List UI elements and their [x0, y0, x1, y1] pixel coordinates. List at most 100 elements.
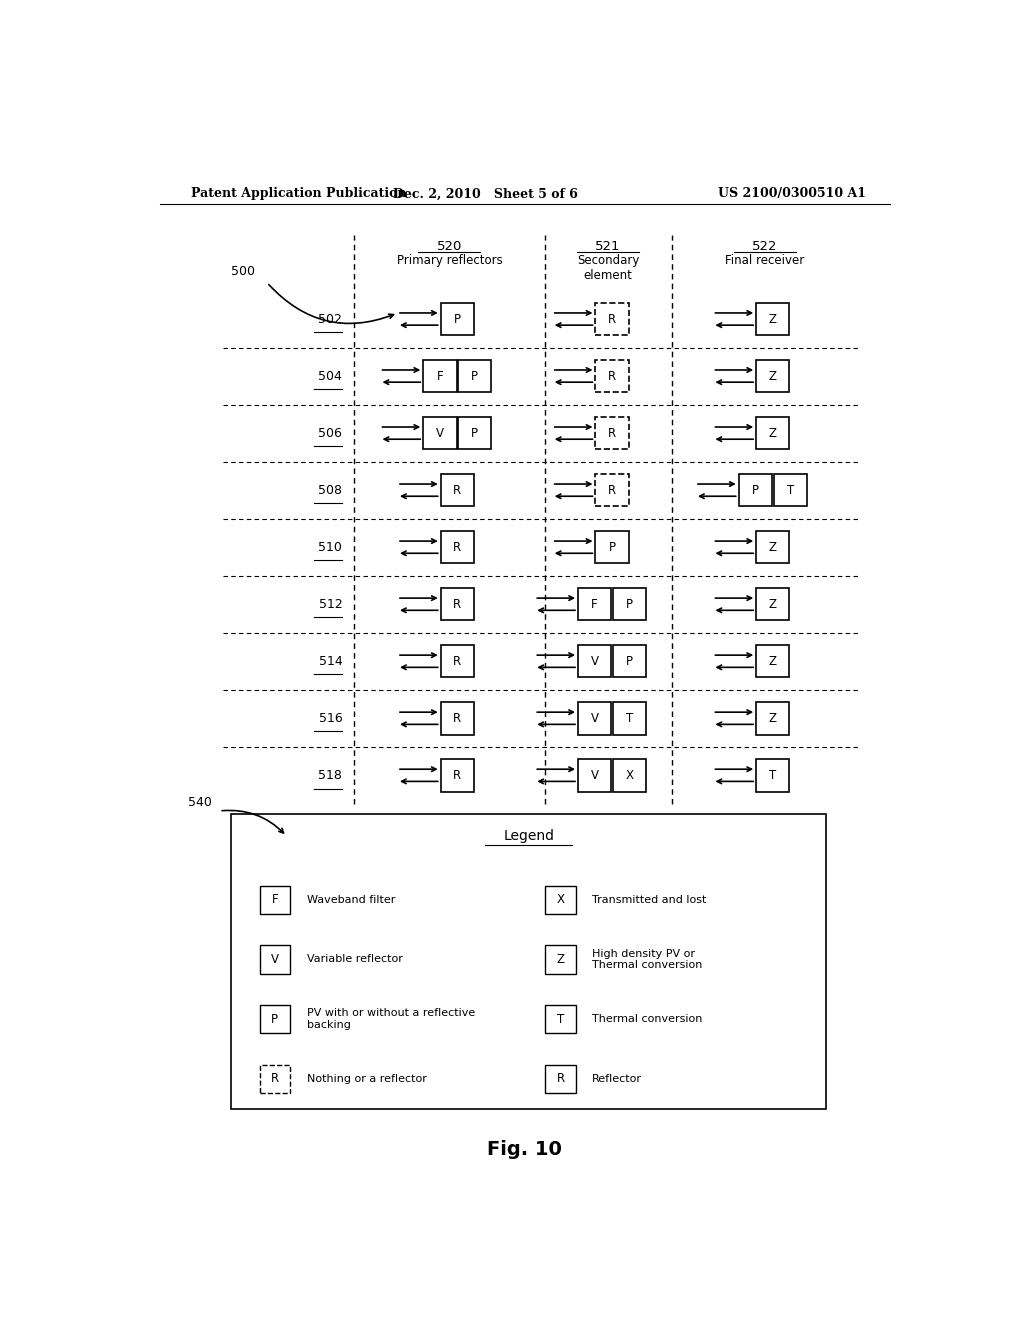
- FancyBboxPatch shape: [260, 886, 290, 913]
- FancyBboxPatch shape: [546, 945, 575, 974]
- Text: P: P: [471, 370, 478, 383]
- Text: R: R: [454, 483, 462, 496]
- Text: High density PV or
Thermal conversion: High density PV or Thermal conversion: [592, 949, 702, 970]
- Text: V: V: [591, 768, 599, 781]
- FancyBboxPatch shape: [546, 1005, 575, 1034]
- Text: Transmitted and lost: Transmitted and lost: [592, 895, 707, 904]
- Text: R: R: [454, 711, 462, 725]
- Text: Secondary
element: Secondary element: [577, 253, 639, 282]
- Text: P: P: [752, 483, 759, 496]
- FancyBboxPatch shape: [546, 886, 575, 913]
- Text: Dec. 2, 2010   Sheet 5 of 6: Dec. 2, 2010 Sheet 5 of 6: [392, 187, 578, 201]
- Text: F: F: [436, 370, 443, 383]
- Text: 522: 522: [752, 240, 777, 252]
- Text: 502: 502: [318, 313, 342, 326]
- Text: Z: Z: [769, 426, 777, 440]
- FancyBboxPatch shape: [440, 531, 474, 564]
- Text: Z: Z: [769, 711, 777, 725]
- FancyBboxPatch shape: [756, 759, 790, 792]
- Text: PV with or without a reflective
backing: PV with or without a reflective backing: [306, 1008, 475, 1030]
- Text: T: T: [769, 768, 776, 781]
- FancyBboxPatch shape: [756, 645, 790, 677]
- Text: Z: Z: [769, 313, 777, 326]
- Text: X: X: [626, 768, 634, 781]
- Text: Nothing or a reflector: Nothing or a reflector: [306, 1074, 426, 1084]
- FancyBboxPatch shape: [756, 302, 790, 335]
- FancyBboxPatch shape: [595, 531, 629, 564]
- FancyBboxPatch shape: [458, 417, 492, 449]
- Text: 518: 518: [318, 768, 342, 781]
- FancyBboxPatch shape: [756, 702, 790, 734]
- Text: Fig. 10: Fig. 10: [487, 1140, 562, 1159]
- FancyBboxPatch shape: [546, 1065, 575, 1093]
- FancyBboxPatch shape: [595, 302, 629, 335]
- FancyBboxPatch shape: [440, 702, 474, 734]
- Text: US 2100/0300510 A1: US 2100/0300510 A1: [718, 187, 866, 201]
- FancyBboxPatch shape: [613, 587, 646, 620]
- Text: Waveband filter: Waveband filter: [306, 895, 395, 904]
- Text: 512: 512: [318, 598, 342, 611]
- FancyBboxPatch shape: [613, 759, 646, 792]
- FancyBboxPatch shape: [578, 759, 611, 792]
- Text: Reflector: Reflector: [592, 1074, 642, 1084]
- Text: P: P: [454, 313, 461, 326]
- Text: R: R: [454, 598, 462, 611]
- FancyBboxPatch shape: [595, 474, 629, 507]
- FancyBboxPatch shape: [423, 360, 457, 392]
- Text: 508: 508: [318, 483, 342, 496]
- FancyBboxPatch shape: [578, 702, 611, 734]
- Text: 514: 514: [318, 655, 342, 668]
- Text: Thermal conversion: Thermal conversion: [592, 1014, 702, 1024]
- Text: 506: 506: [318, 426, 342, 440]
- FancyBboxPatch shape: [595, 417, 629, 449]
- Text: P: P: [626, 655, 633, 668]
- FancyBboxPatch shape: [260, 945, 290, 974]
- Text: R: R: [454, 768, 462, 781]
- Text: 500: 500: [231, 265, 255, 279]
- Text: R: R: [608, 313, 616, 326]
- Text: Z: Z: [769, 655, 777, 668]
- Text: R: R: [608, 370, 616, 383]
- Text: Legend: Legend: [503, 829, 554, 843]
- Text: R: R: [270, 1072, 279, 1085]
- Text: P: P: [608, 541, 615, 553]
- FancyBboxPatch shape: [595, 360, 629, 392]
- Text: R: R: [454, 655, 462, 668]
- Text: Z: Z: [769, 541, 777, 553]
- Text: P: P: [626, 598, 633, 611]
- FancyBboxPatch shape: [578, 587, 611, 620]
- Text: Z: Z: [556, 953, 564, 966]
- Text: Patent Application Publication: Patent Application Publication: [191, 187, 407, 201]
- Text: 540: 540: [187, 796, 211, 809]
- Text: 504: 504: [318, 370, 342, 383]
- FancyBboxPatch shape: [260, 1005, 290, 1034]
- FancyBboxPatch shape: [756, 360, 790, 392]
- FancyBboxPatch shape: [773, 474, 807, 507]
- Text: R: R: [556, 1072, 564, 1085]
- Text: R: R: [608, 483, 616, 496]
- Text: 520: 520: [436, 240, 462, 252]
- Text: R: R: [608, 426, 616, 440]
- Text: Final receiver: Final receiver: [725, 253, 805, 267]
- FancyBboxPatch shape: [440, 474, 474, 507]
- FancyBboxPatch shape: [231, 814, 826, 1109]
- Text: P: P: [471, 426, 478, 440]
- Text: T: T: [557, 1012, 564, 1026]
- Text: Primary reflectors: Primary reflectors: [396, 253, 503, 267]
- FancyBboxPatch shape: [440, 302, 474, 335]
- Text: 510: 510: [318, 541, 342, 553]
- Text: Z: Z: [769, 370, 777, 383]
- Text: Z: Z: [769, 598, 777, 611]
- FancyBboxPatch shape: [756, 417, 790, 449]
- Text: F: F: [591, 598, 598, 611]
- FancyBboxPatch shape: [458, 360, 492, 392]
- FancyBboxPatch shape: [756, 587, 790, 620]
- Text: P: P: [271, 1012, 279, 1026]
- Text: T: T: [786, 483, 794, 496]
- Text: F: F: [271, 894, 279, 907]
- Text: V: V: [436, 426, 443, 440]
- FancyBboxPatch shape: [578, 645, 611, 677]
- Text: X: X: [556, 894, 564, 907]
- FancyBboxPatch shape: [440, 759, 474, 792]
- Text: Variable reflector: Variable reflector: [306, 954, 402, 965]
